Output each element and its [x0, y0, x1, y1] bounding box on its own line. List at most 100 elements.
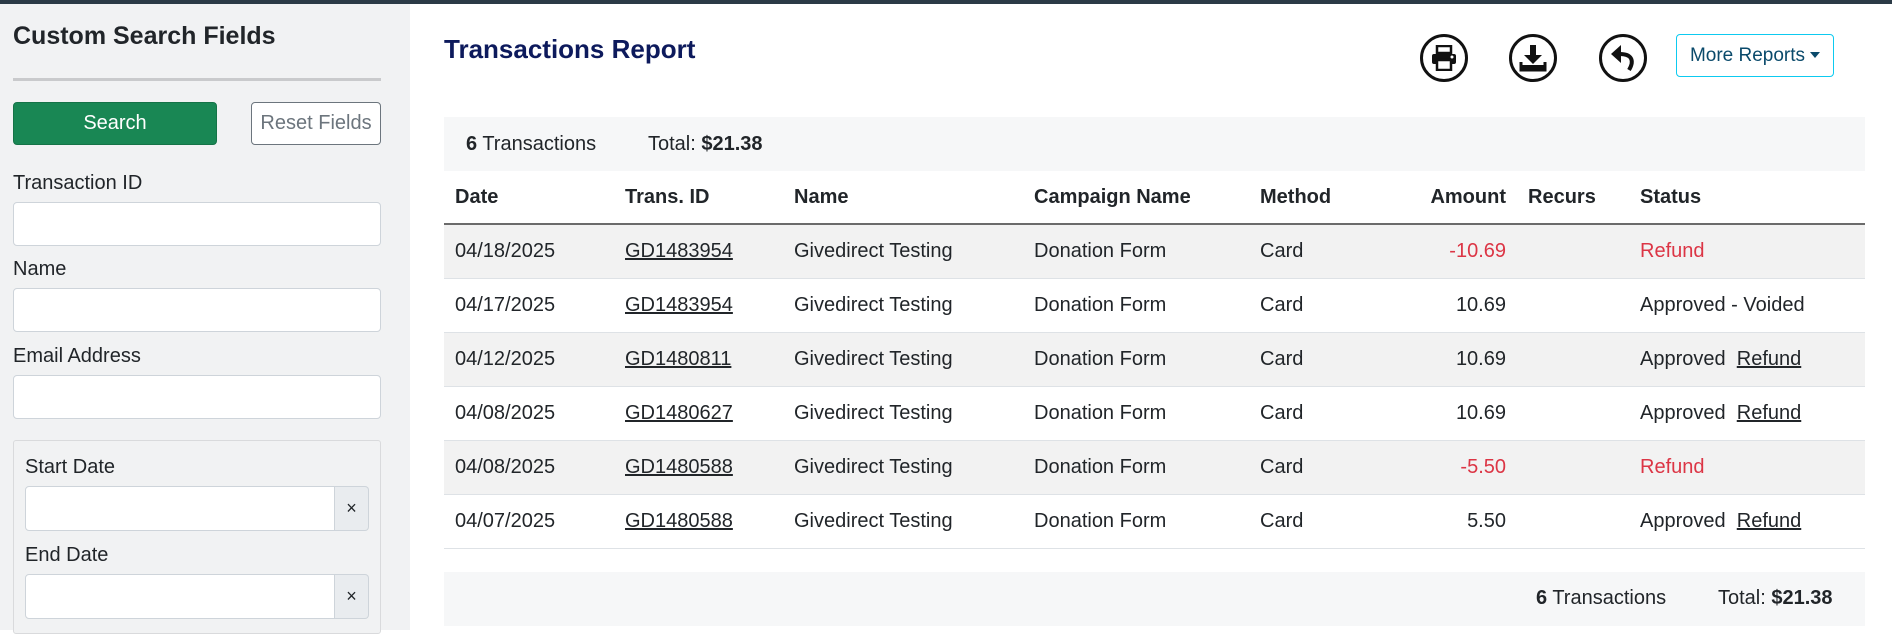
column-header-status[interactable]: Status	[1629, 171, 1865, 225]
end-date-clear-button[interactable]: ×	[335, 574, 369, 619]
refund-link[interactable]: Refund	[1736, 402, 1802, 424]
column-header-date[interactable]: Date	[444, 171, 614, 225]
download-button[interactable]	[1509, 34, 1557, 82]
table-header: Date Trans. ID Name Campaign Name Method…	[444, 171, 1865, 225]
cell-date: 04/08/2025	[444, 440, 614, 495]
cell-amount: 10.69	[1395, 386, 1517, 441]
start-date-clear-button[interactable]: ×	[335, 486, 369, 531]
print-icon	[1432, 45, 1456, 71]
footer-transaction-count: 6 Transactions	[1536, 587, 1667, 609]
print-button[interactable]	[1420, 34, 1468, 82]
download-icon	[1519, 45, 1547, 72]
cell-date: 04/12/2025	[444, 332, 614, 387]
cell-recurs	[1517, 494, 1629, 549]
transaction-id-link[interactable]: GD1480627	[625, 402, 733, 424]
status-text: Refund	[1640, 456, 1705, 478]
table-row: 04/07/2025 GD1480588 Givedirect Testing …	[444, 494, 1865, 549]
cell-recurs	[1517, 224, 1629, 279]
status-text: Approved	[1640, 348, 1726, 370]
cell-campaign: Donation Form	[1023, 278, 1249, 333]
cell-amount: 5.50	[1395, 494, 1517, 549]
reset-fields-button[interactable]: Reset Fields	[251, 102, 381, 145]
cell-amount: 10.69	[1395, 278, 1517, 333]
end-date-input[interactable]	[25, 574, 335, 619]
cell-campaign: Donation Form	[1023, 224, 1249, 279]
start-date-label: Start Date	[25, 456, 116, 478]
transaction-id-link[interactable]: GD1483954	[625, 240, 733, 262]
more-reports-label: More Reports	[1689, 44, 1806, 66]
search-button[interactable]: Search	[13, 102, 217, 145]
cell-name: Givedirect Testing	[783, 332, 1023, 387]
transaction-id-label: Transaction ID	[13, 172, 143, 194]
top-bar	[0, 0, 1892, 4]
caret-down-icon	[1810, 52, 1821, 59]
cell-recurs	[1517, 278, 1629, 333]
cell-date: 04/18/2025	[444, 224, 614, 279]
transaction-id-link[interactable]: GD1480588	[625, 456, 733, 478]
status-text: Approved	[1640, 510, 1726, 532]
cell-date: 04/08/2025	[444, 386, 614, 441]
cell-name: Givedirect Testing	[783, 494, 1023, 549]
sidebar-divider	[13, 78, 381, 81]
table-row: 04/17/2025 GD1483954 Givedirect Testing …	[444, 278, 1865, 333]
transaction-id-link[interactable]: GD1480588	[625, 510, 733, 532]
status-text: Approved	[1640, 402, 1726, 424]
column-header-name[interactable]: Name	[783, 171, 1023, 225]
cell-name: Givedirect Testing	[783, 440, 1023, 495]
cell-recurs	[1517, 332, 1629, 387]
cell-date: 04/17/2025	[444, 278, 614, 333]
cell-name: Givedirect Testing	[783, 278, 1023, 333]
email-input[interactable]	[13, 375, 381, 419]
name-label: Name	[13, 258, 67, 280]
column-header-trans-id[interactable]: Trans. ID	[614, 171, 783, 225]
cell-recurs	[1517, 440, 1629, 495]
transactions-table: Date Trans. ID Name Campaign Name Method…	[444, 171, 1865, 549]
cell-method: Card	[1249, 224, 1395, 279]
table-row: 04/12/2025 GD1480811 Givedirect Testing …	[444, 332, 1865, 387]
cell-campaign: Donation Form	[1023, 332, 1249, 387]
name-input[interactable]	[13, 288, 381, 332]
transaction-count: 6 Transactions	[466, 133, 597, 155]
footer-transaction-total: Total: $21.38	[1718, 587, 1833, 609]
cell-method: Card	[1249, 332, 1395, 387]
cell-name: Givedirect Testing	[783, 224, 1023, 279]
sidebar: Custom Search Fields Search Reset Fields…	[0, 4, 410, 634]
end-date-label: End Date	[25, 544, 109, 566]
table-row: 04/08/2025 GD1480627 Givedirect Testing …	[444, 386, 1865, 441]
cell-campaign: Donation Form	[1023, 440, 1249, 495]
date-range-group: Start Date × End Date ×	[13, 440, 381, 634]
cell-date: 04/07/2025	[444, 494, 614, 549]
cell-campaign: Donation Form	[1023, 386, 1249, 441]
cell-method: Card	[1249, 386, 1395, 441]
column-header-recurs[interactable]: Recurs	[1517, 171, 1629, 225]
column-header-method[interactable]: Method	[1249, 171, 1395, 225]
refund-link[interactable]: Refund	[1736, 348, 1802, 370]
table-row: 04/18/2025 GD1483954 Givedirect Testing …	[444, 224, 1865, 279]
table-row: 04/08/2025 GD1480588 Givedirect Testing …	[444, 440, 1865, 495]
page-title: Transactions Report	[444, 34, 696, 64]
transaction-id-link[interactable]: GD1480811	[625, 348, 732, 370]
column-header-amount[interactable]: Amount	[1395, 171, 1517, 225]
cell-method: Card	[1249, 494, 1395, 549]
sidebar-title: Custom Search Fields	[13, 22, 276, 50]
cell-name: Givedirect Testing	[783, 386, 1023, 441]
email-label: Email Address	[13, 345, 141, 367]
cell-campaign: Donation Form	[1023, 494, 1249, 549]
back-button[interactable]	[1599, 34, 1647, 82]
cell-recurs	[1517, 386, 1629, 441]
column-header-campaign[interactable]: Campaign Name	[1023, 171, 1249, 225]
transaction-id-input[interactable]	[13, 202, 381, 246]
cell-method: Card	[1249, 440, 1395, 495]
more-reports-dropdown[interactable]: More Reports	[1676, 34, 1834, 77]
cell-amount: -5.50	[1395, 440, 1517, 495]
transaction-id-link[interactable]: GD1483954	[625, 294, 733, 316]
back-icon	[1611, 45, 1634, 72]
start-date-input[interactable]	[25, 486, 335, 531]
cell-method: Card	[1249, 278, 1395, 333]
transaction-total: Total: $21.38	[648, 133, 763, 155]
cell-amount: -10.69	[1395, 224, 1517, 279]
cell-amount: 10.69	[1395, 332, 1517, 387]
footer-summary-bar: 6 Transactions Total: $21.38	[444, 572, 1865, 626]
refund-link[interactable]: Refund	[1736, 510, 1802, 532]
summary-bar: 6 Transactions Total: $21.38	[444, 117, 1865, 171]
